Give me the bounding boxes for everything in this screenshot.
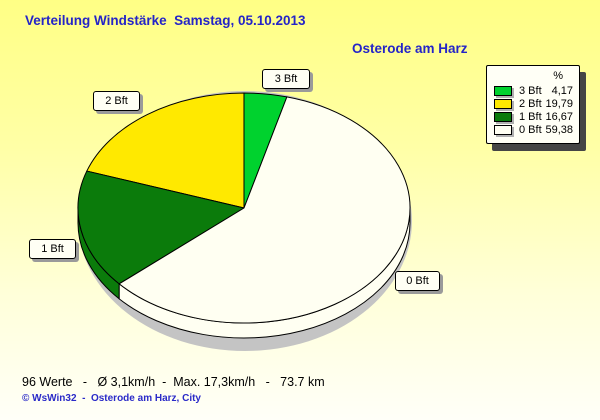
legend-label: 3 Bft: [519, 84, 542, 97]
chart-title: Verteilung Windstärke Samstag, 05.10.201…: [25, 13, 306, 28]
legend-swatch-2bft: [494, 98, 512, 109]
legend-swatch-3bft: [494, 85, 512, 96]
legend-label: 2 Bft: [519, 97, 542, 110]
legend-box: % 3 Bft 4,17 2 Bft 19,79 1 Bft 16,67 0 B…: [486, 65, 580, 144]
legend-unit-header: %: [553, 70, 563, 82]
legend-value: 59,38: [545, 123, 573, 136]
legend-value: 19,79: [545, 97, 573, 110]
legend-label: 0 Bft: [519, 123, 542, 136]
station-subtitle: Osterode am Harz: [352, 41, 468, 56]
legend-swatch-1bft: [494, 111, 512, 122]
slice-label-2bft: 2 Bft: [93, 91, 140, 111]
legend-row-0bft: 0 Bft 59,38: [494, 123, 573, 136]
legend-label: 1 Bft: [519, 110, 542, 123]
legend-row-2bft: 2 Bft 19,79: [494, 97, 573, 110]
slice-label-1bft: 1 Bft: [29, 239, 76, 259]
legend-value: 16,67: [545, 110, 573, 123]
slice-label-0bft: 0 Bft: [395, 271, 440, 291]
stats-summary: 96 Werte - Ø 3,1km/h - Max. 17,3km/h - 7…: [22, 375, 325, 389]
legend-value: 4,17: [551, 84, 573, 97]
legend-swatch-0bft: [494, 124, 512, 135]
slice-label-3bft: 3 Bft: [262, 69, 310, 89]
legend-row-3bft: 3 Bft 4,17: [494, 84, 573, 97]
legend-row-1bft: 1 Bft 16,67: [494, 110, 573, 123]
copyright-line: © WsWin32 - Osterode am Harz, City: [22, 393, 201, 404]
